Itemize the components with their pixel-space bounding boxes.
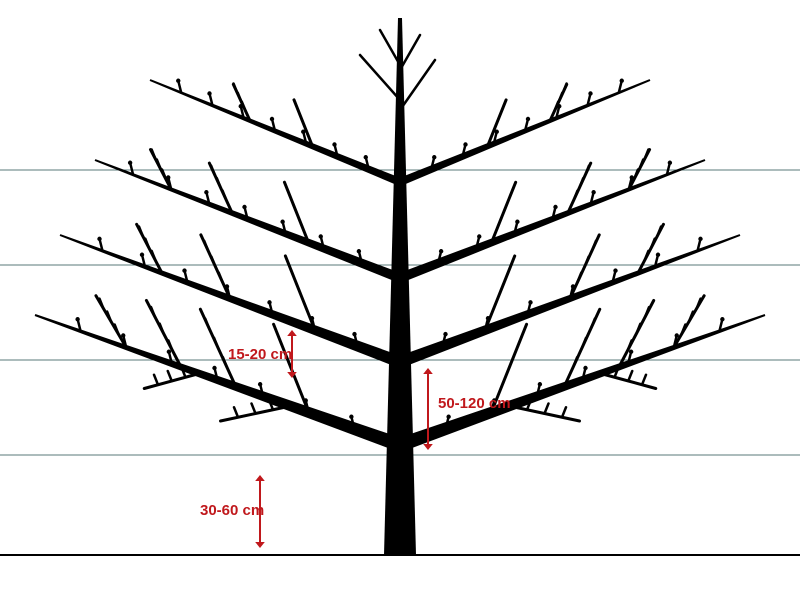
spur-tip — [583, 366, 587, 370]
scaffold-branch-tier-0-left — [35, 314, 403, 452]
diagram-stage: 30-60 cm 50-120 cm 15-20 cm — [0, 0, 800, 600]
tree — [35, 18, 766, 555]
spur-tip — [629, 350, 633, 354]
spur-tip — [280, 220, 284, 224]
spur-tip — [364, 155, 368, 159]
spur-tip — [477, 234, 481, 238]
spur-tip — [128, 161, 132, 165]
spur — [252, 404, 256, 414]
scaffold-branch-tier-1-right — [398, 234, 740, 368]
apex-twig — [360, 55, 400, 100]
spur-tip — [357, 249, 361, 253]
spur-tip — [591, 190, 595, 194]
arrowhead-up-icon — [287, 330, 297, 336]
spur-tip — [526, 117, 530, 121]
spur-tip — [207, 91, 211, 95]
spur-tip — [553, 205, 557, 209]
spur-tip — [267, 300, 271, 304]
spur-tip — [720, 317, 724, 321]
spur-tip — [242, 205, 246, 209]
dimension-label-trunk-height: 30-60 cm — [200, 502, 264, 519]
spur-tip — [332, 142, 336, 146]
arrowhead-up-icon — [255, 475, 265, 481]
spur-tip — [446, 415, 450, 419]
spur-tip — [349, 415, 353, 419]
spur-tip — [204, 190, 208, 194]
spur-tip — [319, 234, 323, 238]
spur-tip — [515, 220, 519, 224]
spur-tip — [588, 91, 592, 95]
dimension-label-tier-spacing: 50-120 cm — [438, 395, 511, 412]
spur-tip — [167, 350, 171, 354]
spur-tip — [463, 142, 467, 146]
tree-diagram-svg — [0, 0, 800, 600]
spur-tip — [613, 268, 617, 272]
dimension-label-branch-spacing: 15-20 cm — [228, 346, 292, 363]
spur-tip — [439, 249, 443, 253]
arrowhead-down-icon — [255, 542, 265, 548]
spur-tip — [656, 253, 660, 257]
spur-tip — [176, 79, 180, 83]
spur-tip — [432, 155, 436, 159]
spur-tip — [668, 161, 672, 165]
spur-tip — [258, 382, 262, 386]
spur-tip — [182, 268, 186, 272]
spur-tip — [75, 317, 79, 321]
spur-tip — [698, 237, 702, 241]
spur-tip — [620, 79, 624, 83]
spur-tip — [140, 253, 144, 257]
spur-tip — [352, 332, 356, 336]
arrowhead-down-icon — [423, 444, 433, 450]
spur — [545, 404, 549, 414]
spur — [154, 375, 158, 385]
spur — [168, 371, 172, 381]
arrowhead-up-icon — [423, 368, 433, 374]
spur-tip — [270, 117, 274, 121]
apex-twig — [400, 60, 435, 110]
apex-twig — [400, 35, 420, 70]
spur — [628, 371, 632, 381]
spur — [642, 375, 646, 385]
scaffold-branch-tier-0-right — [398, 314, 766, 452]
spur — [562, 407, 566, 417]
spur-tip — [538, 382, 542, 386]
spur-tip — [528, 300, 532, 304]
apex-twig — [380, 30, 400, 65]
spur-tip — [212, 366, 216, 370]
spur-tip — [97, 237, 101, 241]
spur-tip — [443, 332, 447, 336]
spur — [234, 407, 238, 417]
